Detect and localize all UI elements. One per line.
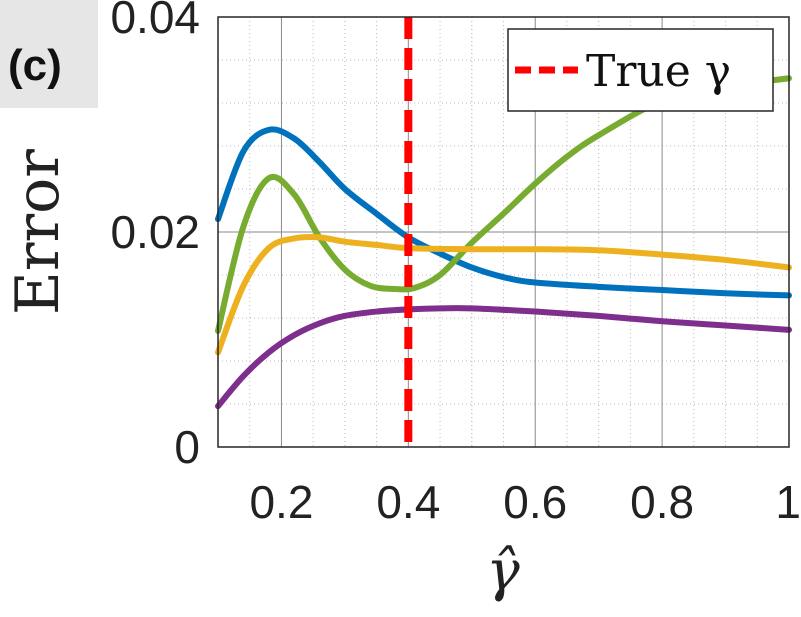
x-tick-labels: 0.2 0.4 0.6 0.8 1 — [249, 476, 801, 528]
panel-label: (c) — [8, 41, 62, 90]
y-tick-label: 0 — [174, 421, 200, 473]
x-axis-label: γ̂ — [486, 539, 520, 604]
series-line-green — [215, 75, 792, 334]
y-tick-label: 0.02 — [110, 206, 200, 258]
legend-true-gamma-label: True γ — [586, 46, 731, 97]
series-line-blue — [215, 126, 792, 299]
y-axis-label: Error — [3, 149, 73, 315]
panel-label-background — [0, 0, 98, 108]
x-tick-label: 0.6 — [503, 476, 567, 528]
legend: True γ — [507, 28, 774, 112]
y-tick-labels: 0 0.02 0.04 — [110, 0, 200, 473]
y-tick-label: 0.04 — [110, 0, 200, 43]
x-tick-label: 0.2 — [249, 476, 313, 528]
axes-box — [217, 16, 790, 448]
x-tick-label: 1 — [775, 476, 801, 528]
x-tick-label: 0.8 — [630, 476, 694, 528]
series-line-yellow — [215, 234, 792, 356]
x-tick-label: 0.4 — [376, 476, 440, 528]
